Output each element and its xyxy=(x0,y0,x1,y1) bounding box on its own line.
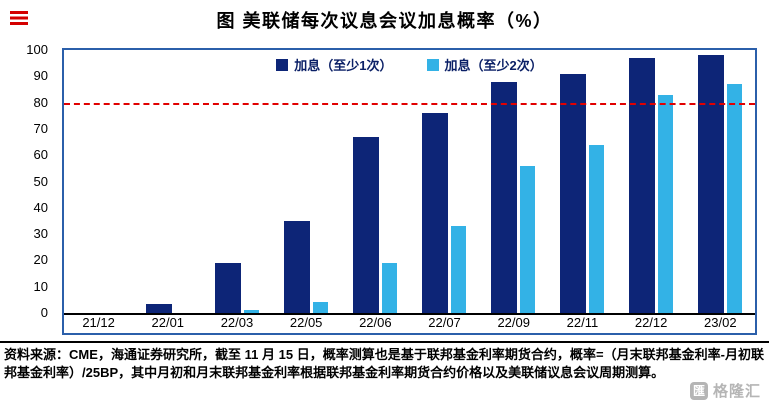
legend-swatch xyxy=(426,58,439,71)
watermark-label: 格隆汇 xyxy=(712,383,761,400)
y-tick-label: 0 xyxy=(40,305,48,320)
y-tick-label: 20 xyxy=(33,252,48,268)
legend-item: 加息（至少1次） xyxy=(276,55,393,74)
bar-group xyxy=(283,220,328,313)
y-axis: 0 10 20 30 40 50 60 70 80 90 100 xyxy=(0,42,58,320)
bar xyxy=(658,94,674,313)
bar xyxy=(381,263,397,313)
bar xyxy=(698,55,725,313)
bar-group xyxy=(214,263,259,313)
legend-label: 加息（至少1次） xyxy=(294,58,393,73)
bar xyxy=(560,73,587,313)
chart-title: 图 美联储每次议息会议加息概率（%） xyxy=(216,11,553,31)
bar-group xyxy=(560,73,605,313)
legend-item: 加息（至少2次） xyxy=(426,55,543,74)
x-tick-label: 22/01 xyxy=(151,314,185,330)
legend-label: 加息（至少2次） xyxy=(444,58,543,73)
publisher-logo-icon xyxy=(10,11,28,25)
y-tick-label: 30 xyxy=(33,226,48,242)
bar-group xyxy=(698,55,743,313)
legend: 加息（至少1次） 加息（至少2次） xyxy=(64,55,755,74)
source-text: 资料来源：CME，海通证券研究所，截至 11 月 15 日，概率测算也是基于联邦… xyxy=(4,347,764,381)
x-tick-label: 23/02 xyxy=(704,314,737,330)
bar xyxy=(727,84,743,313)
bar xyxy=(312,302,328,313)
bar xyxy=(145,303,172,313)
bar-group xyxy=(491,81,536,313)
x-tick-label: 22/03 xyxy=(220,314,254,330)
x-tick-label: 22/07 xyxy=(428,314,461,330)
chart-frame: 加息（至少1次） 加息（至少2次） 21/12 22/01 22/03 22/05 22/… xyxy=(62,48,757,335)
gelonghui-logo-icon: 匯 xyxy=(689,381,708,400)
bar xyxy=(491,81,518,313)
x-axis-labels: 21/12 22/01 22/03 22/05 22/06 22/07 22/09 22/11… xyxy=(64,313,755,331)
bars xyxy=(64,50,755,313)
y-tick-label: 50 xyxy=(33,173,48,189)
bar-group xyxy=(145,303,190,313)
y-tick-label: 90 xyxy=(33,68,48,84)
bar xyxy=(589,144,605,313)
bar xyxy=(451,226,467,313)
bar-group xyxy=(422,113,467,313)
x-tick-label: 21/12 xyxy=(82,314,115,330)
plot-area: 加息（至少1次） 加息（至少2次） xyxy=(64,50,755,315)
y-tick-label: 40 xyxy=(33,199,48,215)
x-tick-label: 22/06 xyxy=(359,314,392,330)
bar xyxy=(243,310,259,313)
y-tick-label: 100 xyxy=(26,42,48,57)
bar-group xyxy=(352,136,397,313)
y-tick-label: 10 xyxy=(33,278,48,294)
x-tick-label: 22/05 xyxy=(289,314,323,330)
bar-group xyxy=(629,57,674,313)
bar xyxy=(422,113,449,313)
y-tick-label: 80 xyxy=(33,94,48,110)
reference-line-80 xyxy=(64,102,755,105)
bar xyxy=(520,165,536,313)
x-tick-label: 22/09 xyxy=(497,314,530,330)
y-tick-label: 70 xyxy=(33,120,48,136)
x-tick-label: 22/12 xyxy=(634,314,668,330)
bar xyxy=(352,136,379,313)
legend-swatch xyxy=(276,58,289,71)
footer-divider xyxy=(0,341,769,343)
watermark: 匯 格隆汇 xyxy=(685,380,761,401)
y-tick-label: 60 xyxy=(33,147,48,163)
bar xyxy=(283,220,310,313)
bar xyxy=(629,57,656,313)
x-tick-label: 22/11 xyxy=(566,314,599,330)
bar xyxy=(214,263,241,313)
